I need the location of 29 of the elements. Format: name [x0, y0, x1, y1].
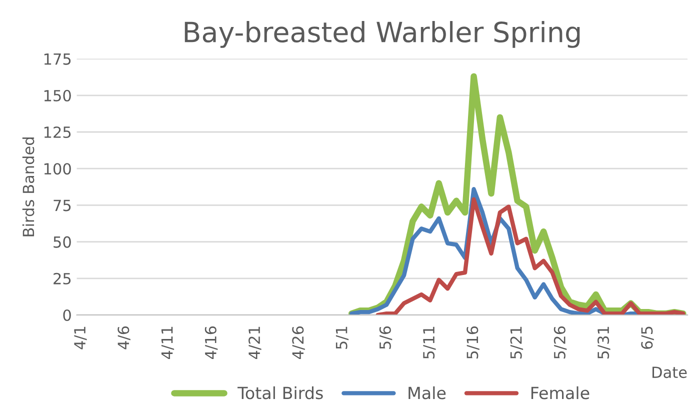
y-axis-title: Birds Banded [22, 138, 34, 236]
chart-title: Bay-breasted Warbler Spring [184, 21, 580, 48]
x-tick-label: 5/16 [466, 326, 480, 359]
x-tick-label: 5/6 [379, 326, 392, 349]
x-tick-label: 5/31 [598, 326, 610, 359]
y-tick-label: 50 [54, 236, 71, 248]
x-tick-label: 4/26 [292, 326, 305, 359]
x-tick-label: 5/26 [554, 326, 567, 359]
legend-label: Female [531, 386, 590, 400]
x-tick-label: 5/11 [423, 326, 436, 359]
y-tick-label: 125 [44, 126, 71, 138]
y-tick-label: 100 [44, 163, 71, 175]
y-tick-label: 25 [54, 272, 71, 284]
x-tick-label: 5/1 [336, 326, 349, 349]
legend-label: Total Birds [238, 386, 323, 400]
line-series [376, 197, 686, 315]
legend-label: Male [408, 386, 446, 400]
y-tick-label: 150 [44, 90, 71, 102]
x-tick-label: 5/21 [510, 326, 524, 359]
x-tick-label: 6/5 [641, 326, 654, 349]
x-tick-label: 4/21 [248, 326, 262, 359]
y-tick-label: 175 [44, 53, 71, 65]
x-tick-label: 4/16 [204, 326, 218, 359]
x-tick-label: 4/1 [74, 326, 87, 350]
y-tick-label: 75 [54, 200, 71, 212]
x-tick-label: 4/11 [161, 326, 174, 359]
x-axis-title: Date [652, 366, 687, 378]
y-tick-label: 0 [63, 309, 71, 322]
x-tick-label: 4/6 [118, 326, 130, 350]
